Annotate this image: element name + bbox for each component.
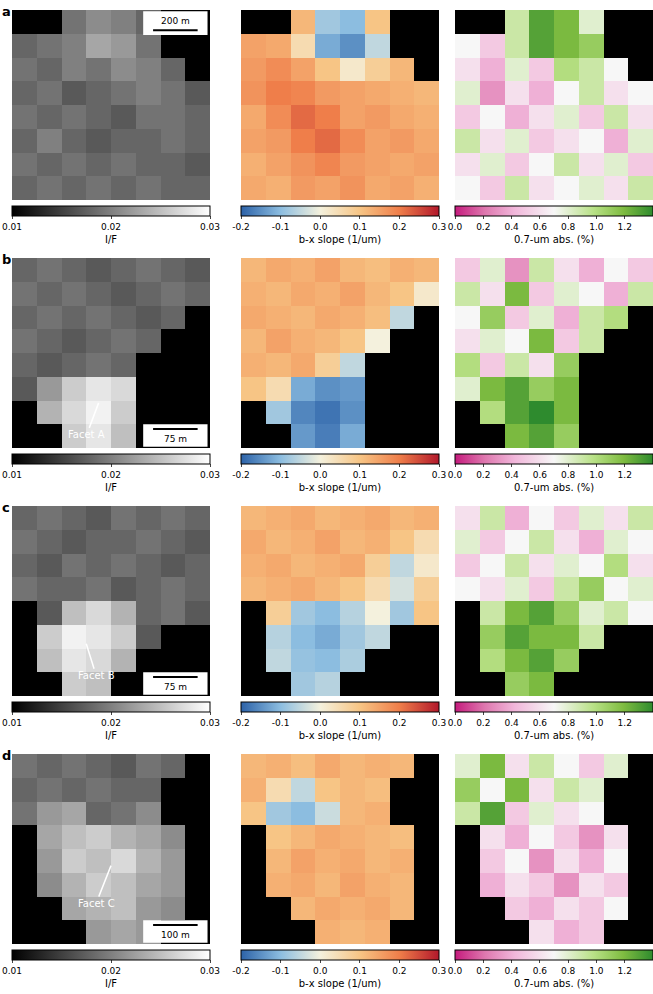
svg-text:0.7-um abs. (%): 0.7-um abs. (%) [514, 234, 594, 245]
svg-text:Facet B: Facet B [78, 670, 115, 681]
svg-text:0.1: 0.1 [353, 966, 367, 976]
svg-text:0.2: 0.2 [392, 470, 406, 480]
svg-text:1.0: 1.0 [589, 718, 604, 728]
svg-text:c: c [2, 500, 10, 515]
svg-text:0.2: 0.2 [392, 966, 406, 976]
svg-text:0.3: 0.3 [432, 718, 446, 728]
svg-text:0.8: 0.8 [561, 966, 576, 976]
svg-text:0.7-um abs. (%): 0.7-um abs. (%) [514, 978, 594, 989]
svg-text:1.2: 1.2 [618, 966, 632, 976]
svg-text:0.0: 0.0 [313, 470, 328, 480]
svg-text:I/F: I/F [105, 978, 117, 989]
svg-text:0.01: 0.01 [2, 718, 22, 728]
svg-text:I/F: I/F [105, 234, 117, 245]
svg-text:0.1: 0.1 [353, 470, 367, 480]
svg-text:0.03: 0.03 [200, 966, 220, 976]
svg-text:b-x slope (1/um): b-x slope (1/um) [299, 482, 382, 493]
svg-text:0.4: 0.4 [504, 966, 519, 976]
svg-text:0.02: 0.02 [101, 222, 121, 232]
svg-text:0.0: 0.0 [448, 966, 463, 976]
svg-text:b-x slope (1/um): b-x slope (1/um) [299, 730, 382, 741]
svg-text:0.3: 0.3 [432, 470, 446, 480]
svg-text:1.0: 1.0 [589, 222, 604, 232]
svg-text:0.03: 0.03 [200, 222, 220, 232]
svg-text:b: b [2, 252, 11, 267]
svg-text:0.0: 0.0 [448, 470, 463, 480]
svg-text:-0.2: -0.2 [232, 222, 250, 232]
svg-text:0.2: 0.2 [392, 222, 406, 232]
svg-text:a: a [2, 4, 11, 19]
svg-text:-0.1: -0.1 [272, 718, 290, 728]
svg-text:1.2: 1.2 [618, 718, 632, 728]
svg-text:0.3: 0.3 [432, 222, 446, 232]
svg-text:Facet A: Facet A [68, 429, 105, 440]
svg-text:0.0: 0.0 [448, 718, 463, 728]
svg-text:0.1: 0.1 [353, 222, 367, 232]
svg-text:0.2: 0.2 [476, 966, 490, 976]
svg-text:0.0: 0.0 [313, 222, 328, 232]
svg-text:0.8: 0.8 [561, 718, 576, 728]
svg-text:-0.1: -0.1 [272, 470, 290, 480]
svg-text:-0.2: -0.2 [232, 966, 250, 976]
svg-text:0.4: 0.4 [504, 222, 519, 232]
svg-text:0.3: 0.3 [432, 966, 446, 976]
svg-text:0.0: 0.0 [313, 966, 328, 976]
svg-text:0.03: 0.03 [200, 470, 220, 480]
svg-text:0.7-um abs. (%): 0.7-um abs. (%) [514, 482, 594, 493]
svg-text:0.2: 0.2 [476, 222, 490, 232]
svg-text:0.0: 0.0 [448, 222, 463, 232]
svg-text:-0.2: -0.2 [232, 718, 250, 728]
svg-text:-0.1: -0.1 [272, 966, 290, 976]
svg-text:75 m: 75 m [164, 434, 187, 444]
svg-text:0.01: 0.01 [2, 470, 22, 480]
svg-text:b-x slope (1/um): b-x slope (1/um) [299, 978, 382, 989]
svg-text:0.7-um abs. (%): 0.7-um abs. (%) [514, 730, 594, 741]
svg-text:1.0: 1.0 [589, 470, 604, 480]
svg-text:100 m: 100 m [161, 930, 190, 940]
svg-text:1.2: 1.2 [618, 222, 632, 232]
svg-text:0.8: 0.8 [561, 222, 576, 232]
svg-text:1.0: 1.0 [589, 966, 604, 976]
svg-text:0.2: 0.2 [476, 718, 490, 728]
svg-text:I/F: I/F [105, 482, 117, 493]
svg-text:b-x slope (1/um): b-x slope (1/um) [299, 234, 382, 245]
svg-text:0.6: 0.6 [533, 470, 548, 480]
svg-text:-0.1: -0.1 [272, 222, 290, 232]
svg-text:0.02: 0.02 [101, 470, 121, 480]
svg-text:0.6: 0.6 [533, 222, 548, 232]
svg-text:0.4: 0.4 [504, 718, 519, 728]
svg-text:0.02: 0.02 [101, 966, 121, 976]
svg-text:0.4: 0.4 [504, 470, 519, 480]
svg-text:0.01: 0.01 [2, 222, 22, 232]
svg-text:0.1: 0.1 [353, 718, 367, 728]
svg-text:I/F: I/F [105, 730, 117, 741]
svg-text:0.0: 0.0 [313, 718, 328, 728]
svg-text:-0.2: -0.2 [232, 470, 250, 480]
svg-text:0.2: 0.2 [476, 470, 490, 480]
svg-text:Facet C: Facet C [78, 898, 115, 909]
svg-text:200 m: 200 m [161, 16, 190, 26]
svg-text:1.2: 1.2 [618, 470, 632, 480]
svg-text:d: d [2, 748, 11, 763]
svg-text:0.8: 0.8 [561, 470, 576, 480]
svg-text:0.2: 0.2 [392, 718, 406, 728]
svg-text:0.02: 0.02 [101, 718, 121, 728]
svg-text:75 m: 75 m [164, 682, 187, 692]
svg-text:0.6: 0.6 [533, 718, 548, 728]
svg-text:0.01: 0.01 [2, 966, 22, 976]
svg-text:0.03: 0.03 [200, 718, 220, 728]
svg-text:0.6: 0.6 [533, 966, 548, 976]
